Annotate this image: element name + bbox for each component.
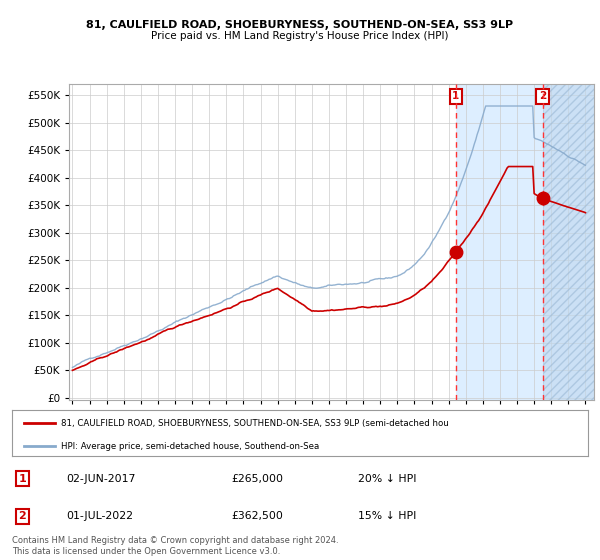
Text: 81, CAULFIELD ROAD, SHOEBURYNESS, SOUTHEND-ON-SEA, SS3 9LP (semi-detached hou: 81, CAULFIELD ROAD, SHOEBURYNESS, SOUTHE… [61,419,449,428]
Bar [542,84,594,400]
Text: HPI: Average price, semi-detached house, Southend-on-Sea: HPI: Average price, semi-detached house,… [61,442,319,451]
Text: 1: 1 [19,474,26,484]
Text: 01-JUL-2022: 01-JUL-2022 [67,511,134,521]
Text: 81, CAULFIELD ROAD, SHOEBURYNESS, SOUTHEND-ON-SEA, SS3 9LP: 81, CAULFIELD ROAD, SHOEBURYNESS, SOUTHE… [86,20,514,30]
Text: Contains HM Land Registry data © Crown copyright and database right 2024.
This d: Contains HM Land Registry data © Crown c… [12,536,338,556]
Text: 2: 2 [19,511,26,521]
Text: Price paid vs. HM Land Registry's House Price Index (HPI): Price paid vs. HM Land Registry's House … [151,31,449,41]
Text: 15% ↓ HPI: 15% ↓ HPI [358,511,416,521]
Text: 1: 1 [452,91,460,101]
Text: 02-JUN-2017: 02-JUN-2017 [67,474,136,484]
Text: £265,000: £265,000 [231,474,283,484]
Text: 2: 2 [539,91,547,101]
Bar [456,84,594,400]
Text: 20% ↓ HPI: 20% ↓ HPI [358,474,416,484]
Text: £362,500: £362,500 [231,511,283,521]
